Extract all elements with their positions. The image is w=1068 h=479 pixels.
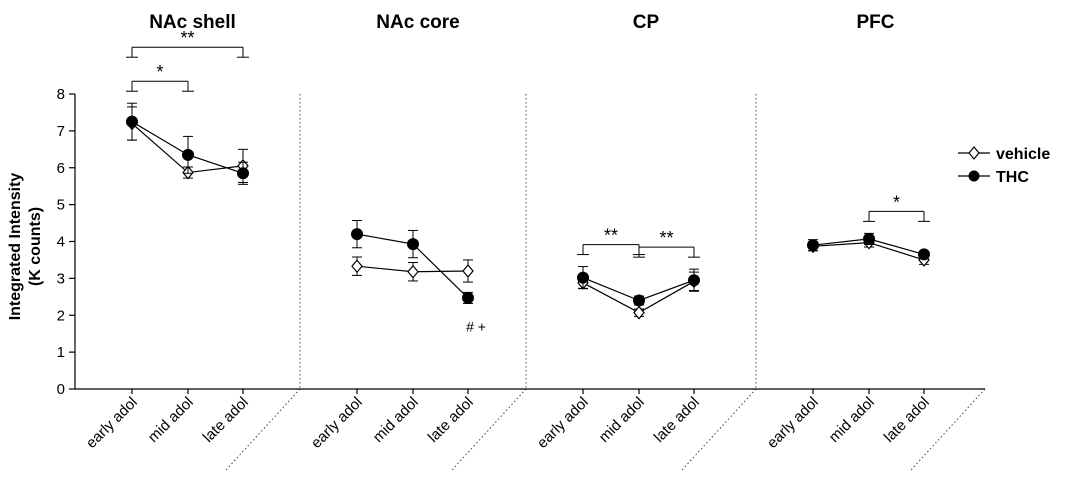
significance-bracket: **	[633, 228, 700, 258]
data-point	[351, 228, 363, 241]
significance-bracket: **	[577, 226, 645, 256]
y-tick-label: 2	[57, 307, 65, 324]
data-point	[633, 305, 645, 320]
legend: vehicle THC	[958, 146, 1050, 186]
y-tick-label: 3	[57, 270, 65, 287]
data-point	[407, 264, 419, 279]
category-label: mid adol	[826, 394, 878, 446]
significance-bracket: **	[126, 28, 249, 58]
legend-label: vehicle	[996, 146, 1050, 163]
significance-label: **	[604, 226, 618, 246]
significance-label: **	[659, 228, 673, 248]
data-point	[351, 259, 363, 274]
panel-title: PFC	[857, 12, 895, 33]
data-point	[863, 232, 875, 245]
data-point	[462, 291, 474, 304]
y-axis: 0 1 2 3 4 5 6 7 8 Integrated Intensity (K counts)	[7, 86, 76, 398]
legend-item-vehicle: vehicle	[958, 146, 1050, 163]
panel-nac-core: NAc core early adol mid adol late adol # +	[300, 12, 526, 452]
significance-bracket: *	[863, 192, 930, 222]
y-tick-label: 0	[57, 381, 65, 398]
series-thc	[577, 266, 700, 307]
data-point	[918, 248, 930, 261]
category-label: late adol	[881, 394, 933, 446]
y-tick-label: 4	[57, 234, 65, 251]
y-tick-label: 5	[57, 197, 65, 214]
category-label: early adol	[534, 394, 592, 452]
data-point	[633, 294, 645, 307]
data-point	[126, 115, 138, 128]
annotation-label: # +	[466, 318, 486, 334]
y-axis-title-line1: Integrated Intensity	[7, 173, 24, 321]
panel-title: NAc shell	[149, 12, 236, 33]
y-axis-title-line2: (K counts)	[27, 207, 44, 286]
legend-item-thc: THC	[958, 169, 1029, 186]
significance-label: *	[893, 192, 900, 212]
category-label: mid adol	[145, 394, 197, 446]
significance-label: **	[180, 28, 194, 48]
y-tick-label: 6	[57, 160, 65, 177]
y-tick-label: 8	[57, 86, 65, 103]
data-point	[407, 238, 419, 251]
category-label: mid adol	[596, 394, 648, 446]
panel-cp: CP early adol mid adol late adol ** **	[526, 12, 756, 452]
data-point	[807, 239, 819, 252]
series-thc	[351, 219, 474, 304]
category-label: early adol	[83, 394, 141, 452]
category-label: early adol	[764, 394, 822, 452]
panel-title: NAc core	[376, 12, 459, 33]
category-label: mid adol	[370, 394, 422, 446]
data-point	[182, 148, 194, 161]
panel-title: CP	[633, 12, 660, 33]
data-point	[237, 167, 249, 180]
y-axis-title: Integrated Intensity (K counts)	[7, 173, 44, 321]
significance-bracket: *	[126, 62, 194, 92]
y-tick-label: 1	[57, 344, 65, 361]
significance-label: *	[156, 62, 163, 82]
category-label: early adol	[308, 394, 366, 452]
data-point	[688, 274, 700, 287]
panel-pfc: PFC early adol mid adol late adol *	[756, 12, 985, 452]
category-label: late adol	[425, 394, 477, 446]
panel-dividers	[225, 94, 986, 471]
legend-marker	[968, 146, 980, 160]
category-label: late adol	[651, 394, 703, 446]
legend-marker	[968, 170, 980, 182]
series-thc	[126, 102, 249, 185]
data-point	[462, 264, 474, 278]
legend-label: THC	[996, 169, 1029, 186]
y-tick-label: 7	[57, 123, 65, 140]
category-label: late adol	[200, 394, 252, 446]
series-vehicle	[351, 256, 474, 283]
data-point	[577, 271, 589, 284]
series-thc	[807, 232, 930, 261]
